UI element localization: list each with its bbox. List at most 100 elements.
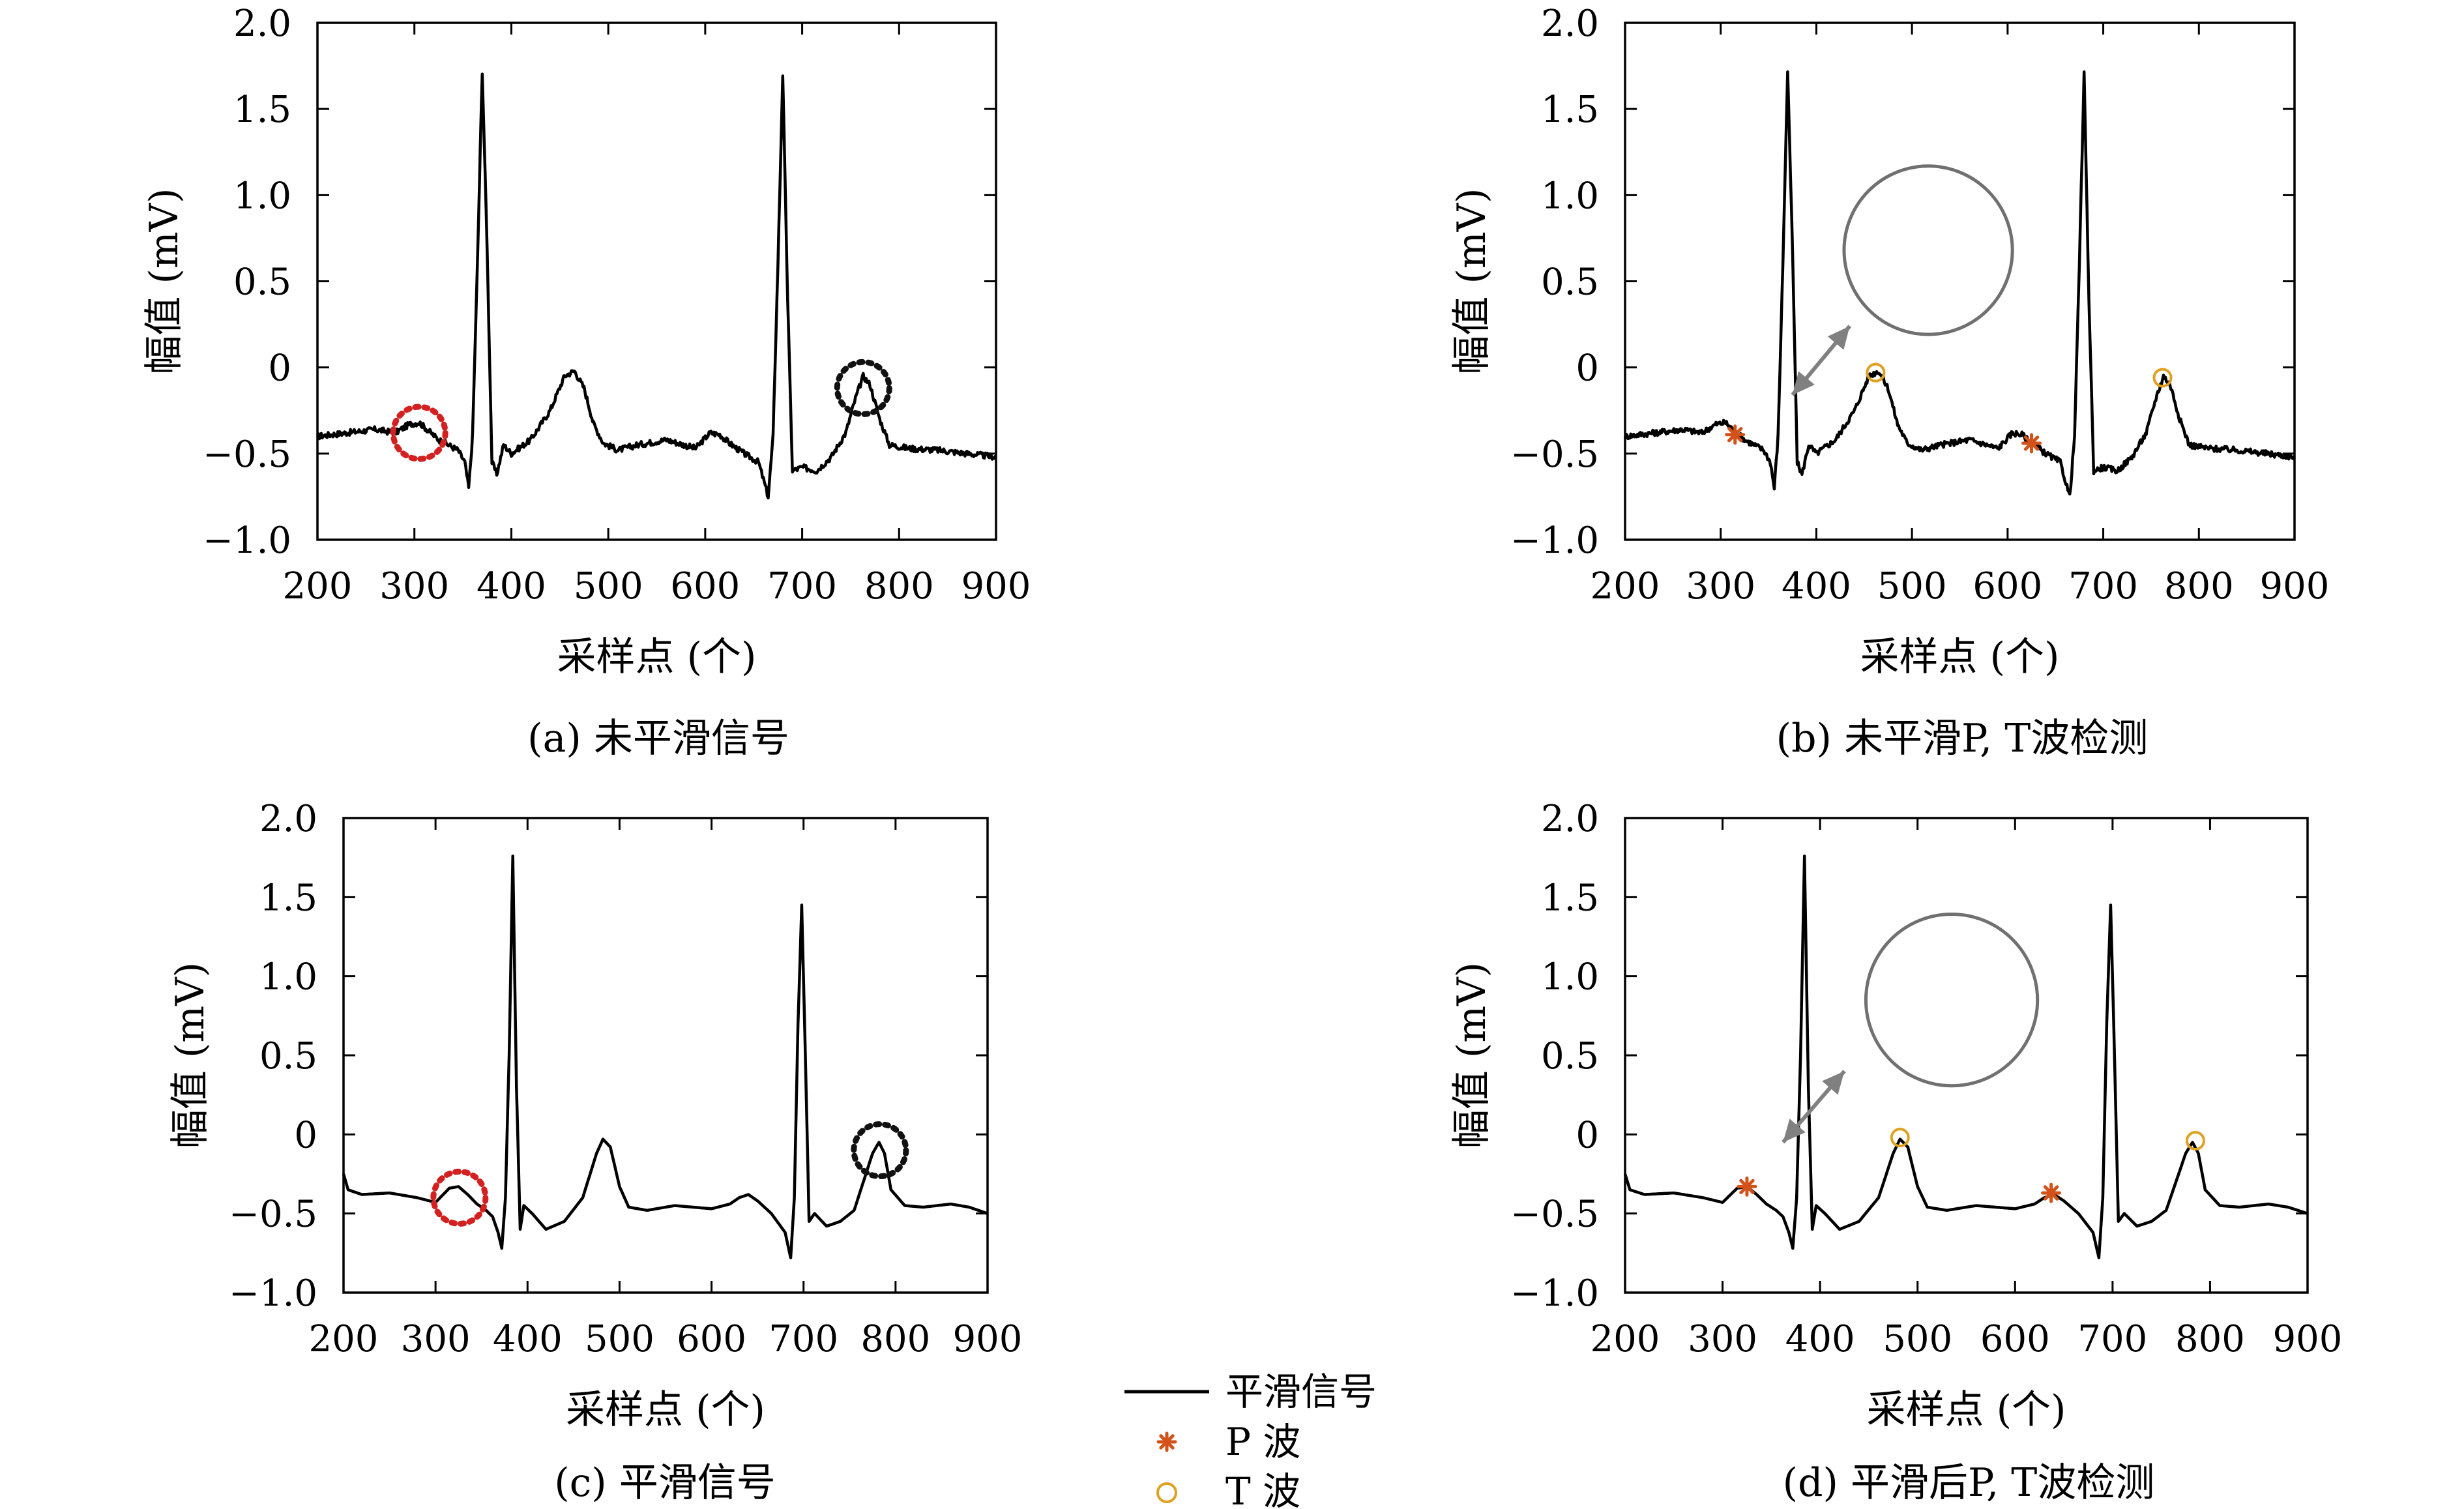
x-tick-label: 600 <box>677 1318 746 1360</box>
x-axis-label: 采样点 (个) <box>1860 634 2060 680</box>
legend-label-p: P 波 <box>1225 1420 1300 1464</box>
zoom-inset-circle <box>1842 164 2014 336</box>
t-wave-marker <box>1866 362 1886 383</box>
x-tick-label: 500 <box>585 1318 654 1360</box>
signal-line-b <box>1623 70 2296 496</box>
highlight-circle <box>390 403 448 462</box>
panel-a: 200 300 400 500 600 700 800 900 −1.0 −0.5 0 0.5 1.0 1… <box>141 3 1031 761</box>
x-tick-label: 400 <box>1782 565 1851 608</box>
x-tick-label: 600 <box>1973 565 2042 608</box>
x-tick-label: 400 <box>477 565 546 608</box>
panel-d: 200 300 400 500 600 700 800 900 −1.0 −0.5 0 0.5 1.0 1… <box>1449 798 2342 1506</box>
x-tick-label: 200 <box>1591 1318 1660 1360</box>
y-tick-label: 1.5 <box>233 89 291 131</box>
x-tick-label: 300 <box>1688 1318 1757 1360</box>
x-tick-label: 700 <box>2077 1318 2147 1360</box>
panel-caption: (c) 平滑信号 <box>554 1460 776 1506</box>
y-tick-label: 1.0 <box>1541 956 1599 999</box>
x-tick-label: 800 <box>2175 1318 2245 1360</box>
legend-star-glyph <box>1156 1431 1177 1452</box>
x-axis-label: 采样点 (个) <box>1867 1387 2066 1433</box>
y-tick-label: −0.5 <box>229 1194 317 1236</box>
x-tick-label: 200 <box>283 565 353 608</box>
p-wave-marker <box>2041 1182 2062 1203</box>
x-axis-label: 采样点 (个) <box>557 634 757 680</box>
y-tick-label: 1.5 <box>259 877 317 919</box>
legend-label-smooth: 平滑信号 <box>1225 1370 1377 1414</box>
panel-caption: (b) 未平滑P, T波检测 <box>1776 716 2149 761</box>
y-tick-label: 1.0 <box>233 175 291 217</box>
x-tick-label: 400 <box>493 1318 563 1360</box>
plot-frame-b <box>1624 22 2296 541</box>
y-tick-label: 2.0 <box>233 3 291 45</box>
x-axis-label: 采样点 (个) <box>566 1387 765 1433</box>
x-tick-label: 400 <box>1785 1318 1855 1360</box>
x-tick-label: 200 <box>309 1318 379 1360</box>
x-tick-label: 300 <box>1686 565 1755 608</box>
legend: 平滑信号 P 波 T 波 <box>1124 1370 1377 1509</box>
x-tick-label: 800 <box>860 1318 930 1360</box>
x-tick-label: 600 <box>670 565 740 608</box>
y-tick-label: 2.0 <box>1541 3 1599 45</box>
y-tick-label: 0 <box>294 1114 317 1156</box>
signal-line-c <box>342 854 988 1259</box>
y-tick-label: 0.5 <box>259 1035 317 1077</box>
y-axis-label: 幅值 (mV) <box>141 188 187 374</box>
t-wave-marker <box>1890 1128 1910 1148</box>
p-wave-marker <box>2021 433 2042 454</box>
y-tick-label: 0.5 <box>1541 261 1599 304</box>
legend-label-t: T 波 <box>1225 1469 1300 1509</box>
y-axis-label: 幅值 (mV) <box>168 962 213 1149</box>
y-tick-label: −1.0 <box>1510 1272 1599 1315</box>
y-tick-label: 0.5 <box>233 261 291 304</box>
plot-frame-c <box>342 817 989 1294</box>
x-tick-label: 500 <box>1883 1318 1952 1360</box>
x-tick-label: 300 <box>401 1318 471 1360</box>
highlight-circle <box>430 1168 489 1227</box>
t-wave-marker <box>2185 1131 2205 1151</box>
y-tick-label: 1.0 <box>1541 175 1599 217</box>
y-tick-label: 2.0 <box>259 798 317 840</box>
y-axis-label: 幅值 (mV) <box>1449 962 1495 1149</box>
x-tick-label: 700 <box>769 1318 838 1360</box>
zoom-inset-circle <box>1864 912 2040 1088</box>
plot-frame-d <box>1624 817 2309 1294</box>
y-tick-label: 1.5 <box>1541 89 1599 131</box>
x-tick-label: 200 <box>1591 565 1660 608</box>
y-tick-label: −1.0 <box>229 1272 317 1315</box>
x-tick-label: 700 <box>2068 565 2138 608</box>
x-tick-label: 800 <box>2164 565 2234 608</box>
y-axis-label: 幅值 (mV) <box>1449 188 1495 374</box>
y-tick-label: 0 <box>1576 1114 1599 1156</box>
y-tick-label: 2.0 <box>1541 798 1599 840</box>
panel-b: 200 300 400 500 600 700 800 900 −1.0 −0.5 0 0.5 1.0 1… <box>1449 3 2329 761</box>
x-tick-label: 800 <box>864 565 934 608</box>
x-tick-label: 500 <box>1877 565 1947 608</box>
legend-p-wave-marker <box>1156 1431 1177 1452</box>
x-tick-label: 300 <box>379 565 449 608</box>
x-tick-label: 900 <box>2260 565 2330 608</box>
x-tick-label: 900 <box>961 565 1031 608</box>
y-tick-label: 0 <box>268 347 291 390</box>
panel-caption: (a) 未平滑信号 <box>527 716 789 761</box>
y-tick-label: 1.5 <box>1541 877 1599 919</box>
y-tick-label: −1.0 <box>1510 520 1599 562</box>
double-arrow <box>1782 1070 1846 1144</box>
p-wave-marker <box>1725 424 1746 445</box>
y-tick-label: 0 <box>1576 347 1599 390</box>
x-tick-label: 900 <box>953 1318 1023 1360</box>
panel-c: 200 300 400 500 600 700 800 900 −1.0 −0.5 0 0.5 1.0 1… <box>168 798 1022 1506</box>
highlight-circle <box>851 1121 909 1180</box>
p-wave-marker <box>1737 1176 1757 1197</box>
y-tick-label: −0.5 <box>1510 433 1599 476</box>
x-tick-label: 600 <box>1980 1318 2050 1360</box>
signal-line-a <box>317 72 997 500</box>
y-tick-label: −0.5 <box>1510 1194 1599 1236</box>
panel-caption: (d) 平滑后P, T波检测 <box>1783 1460 2155 1506</box>
x-tick-label: 500 <box>574 565 643 608</box>
y-tick-label: −0.5 <box>203 433 291 476</box>
legend-t-wave-marker <box>1156 1482 1177 1503</box>
x-tick-label: 900 <box>2273 1318 2343 1360</box>
y-tick-label: 0.5 <box>1541 1035 1599 1077</box>
